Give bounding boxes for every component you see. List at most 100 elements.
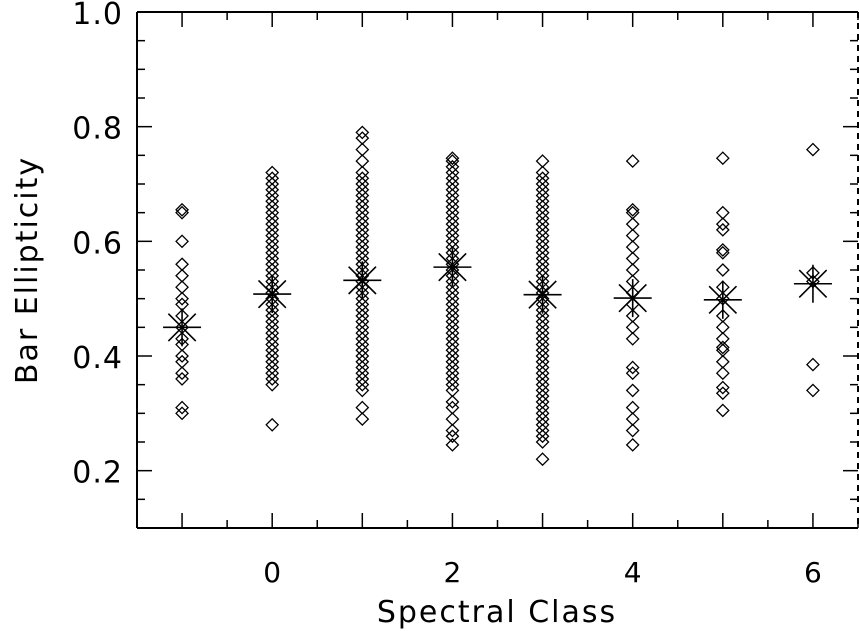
data-point xyxy=(265,372,280,386)
data-point xyxy=(355,177,370,191)
data-point xyxy=(625,360,640,375)
data-point xyxy=(265,366,280,381)
data-point xyxy=(355,297,370,312)
data-point xyxy=(265,377,280,392)
data-point xyxy=(625,205,640,220)
data-point xyxy=(715,243,730,257)
data-point xyxy=(355,400,370,415)
data-point xyxy=(175,202,189,217)
data-point xyxy=(535,389,550,404)
data-point xyxy=(175,349,189,363)
data-point xyxy=(175,268,189,283)
data-point xyxy=(715,386,730,401)
data-point xyxy=(535,394,550,409)
data-point xyxy=(445,205,460,220)
data-point xyxy=(445,222,460,237)
data-point xyxy=(265,200,280,214)
data-point xyxy=(535,452,550,467)
y-tick-label: 0.8 xyxy=(72,112,123,147)
data-point xyxy=(355,366,370,381)
data-point xyxy=(535,165,550,180)
data-point xyxy=(625,240,640,254)
mean-marker xyxy=(163,308,202,347)
data-point xyxy=(445,331,460,346)
x-tick-label: 2 xyxy=(444,556,462,589)
data-point xyxy=(445,182,460,197)
data-point xyxy=(535,222,550,237)
data-point xyxy=(445,366,460,381)
data-point xyxy=(445,303,460,318)
data-point xyxy=(715,263,730,277)
mean-marker xyxy=(343,261,382,300)
data-point xyxy=(445,437,460,452)
mean-marker xyxy=(793,264,832,303)
mean-marker-stroke xyxy=(438,252,467,282)
data-point xyxy=(265,251,280,266)
data-point xyxy=(445,320,460,335)
mean-marker-stroke xyxy=(167,313,197,342)
y-tick-label: 0.6 xyxy=(72,226,123,261)
data-point xyxy=(445,188,460,203)
data-point xyxy=(445,377,460,392)
data-point xyxy=(355,194,370,209)
data-point xyxy=(265,177,280,191)
data-point xyxy=(355,343,370,358)
data-point xyxy=(265,326,280,340)
data-point xyxy=(625,251,640,266)
data-point xyxy=(625,437,640,452)
data-point xyxy=(265,222,280,237)
data-point xyxy=(445,194,460,209)
data-point xyxy=(445,291,460,306)
data-point xyxy=(445,200,460,214)
data-point xyxy=(535,343,550,358)
data-point xyxy=(355,142,370,157)
data-point xyxy=(535,194,550,209)
data-point xyxy=(535,171,550,186)
data-point xyxy=(355,377,370,392)
data-point xyxy=(175,291,189,306)
data-point xyxy=(445,274,460,289)
data-point xyxy=(355,331,370,346)
data-point xyxy=(265,303,280,318)
data-point xyxy=(535,337,550,352)
data-point xyxy=(355,372,370,386)
data-point xyxy=(445,297,460,312)
data-point xyxy=(625,154,640,168)
data-point xyxy=(535,331,550,346)
data-point xyxy=(625,383,640,398)
data-point xyxy=(535,435,550,449)
data-point xyxy=(445,412,460,426)
data-point xyxy=(625,228,640,243)
data-point xyxy=(355,222,370,237)
data-point xyxy=(355,303,370,318)
data-point xyxy=(445,400,460,415)
data-point xyxy=(535,417,550,432)
data-point xyxy=(445,326,460,340)
data-point xyxy=(535,366,550,381)
data-point xyxy=(265,343,280,358)
data-point xyxy=(265,194,280,209)
data-point xyxy=(445,429,460,444)
data-point xyxy=(265,245,280,260)
data-point xyxy=(535,228,550,243)
data-point xyxy=(715,245,730,260)
data-point xyxy=(355,360,370,375)
data-point xyxy=(355,320,370,335)
data-point xyxy=(355,154,370,168)
data-point xyxy=(535,234,550,249)
data-point xyxy=(445,154,460,168)
data-point xyxy=(355,240,370,254)
data-point xyxy=(535,303,550,318)
y-axis-label: Bar Ellipticity xyxy=(10,156,45,384)
data-point xyxy=(445,314,460,329)
data-point xyxy=(175,372,189,386)
data-point xyxy=(535,205,550,220)
data-point xyxy=(445,159,460,174)
data-point xyxy=(625,308,640,323)
x-tick-label: 4 xyxy=(624,556,642,589)
data-point xyxy=(535,423,550,438)
data-point xyxy=(265,171,280,186)
data-point xyxy=(806,142,820,157)
data-point xyxy=(355,211,370,226)
